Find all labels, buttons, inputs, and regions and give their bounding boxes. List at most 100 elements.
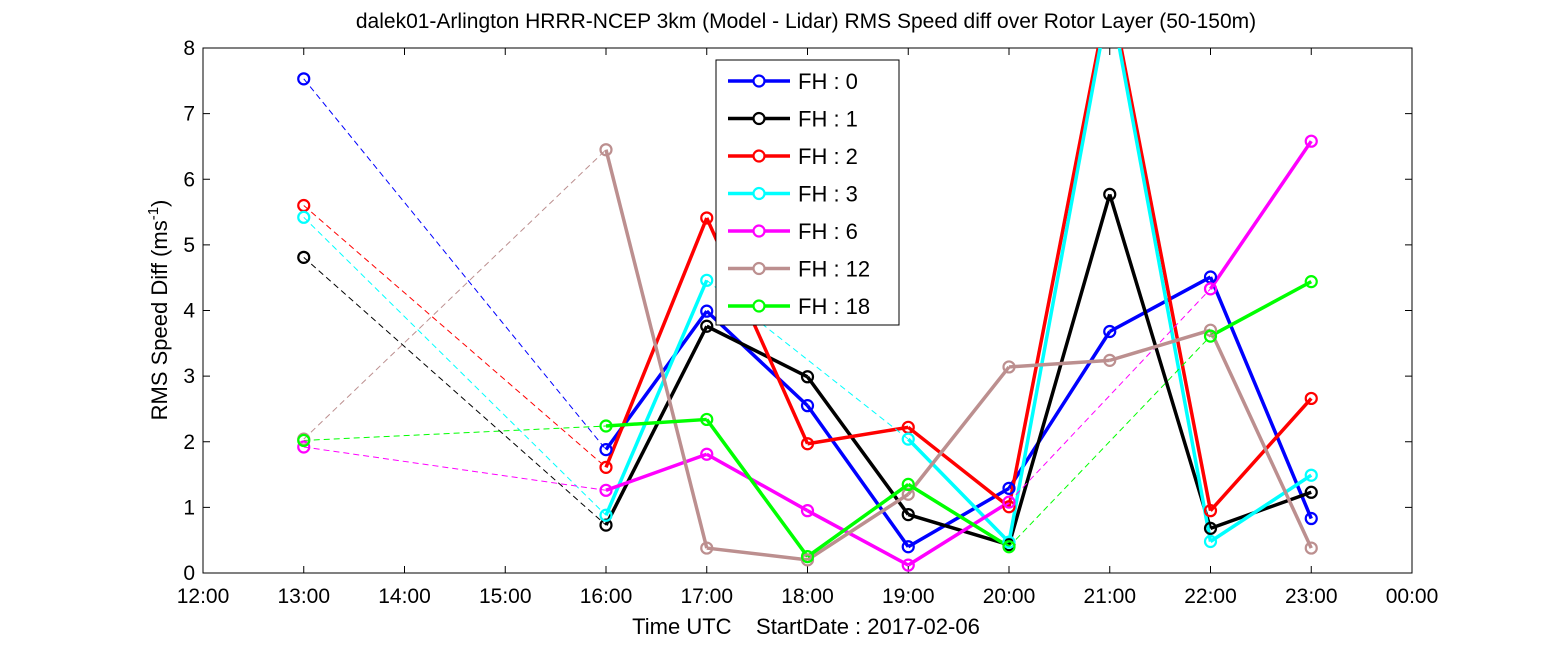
series-point	[297, 250, 311, 264]
series-point	[599, 518, 613, 532]
series-segment	[1008, 335, 1211, 548]
y-axis-label-tail: )	[147, 200, 172, 207]
series-point	[1304, 468, 1318, 482]
x-tick-label: 15:00	[479, 585, 532, 608]
series-segment	[604, 325, 709, 526]
legend-label: FH : 2	[798, 144, 858, 169]
y-tick-label: 2	[183, 431, 195, 454]
series-segment	[1109, 328, 1212, 363]
series-point	[599, 508, 613, 522]
series-segment	[1008, 358, 1110, 369]
series-segment	[1208, 329, 1313, 549]
series-segment	[907, 500, 1010, 567]
series-segment	[1108, 275, 1212, 334]
series-point	[700, 447, 714, 461]
series-segment	[1209, 140, 1313, 290]
series-point	[1304, 275, 1318, 289]
series-point	[1103, 324, 1117, 339]
legend-label: FH : 12	[798, 257, 870, 282]
series-point	[1304, 391, 1318, 406]
series-point	[700, 319, 714, 333]
series-segment	[604, 279, 709, 516]
legend-label: FH : 1	[798, 107, 858, 132]
series-segment	[604, 149, 709, 549]
series-segment	[806, 509, 910, 567]
series-point	[599, 143, 613, 157]
series-point	[599, 419, 613, 433]
x-tick-label: 13:00	[277, 585, 330, 608]
y-tick-label: 4	[183, 300, 195, 323]
legend-label: FH : 3	[798, 182, 858, 207]
series-segment	[303, 256, 607, 526]
series-point	[599, 443, 613, 457]
series-segment	[1119, 48, 1213, 511]
legend-marker	[752, 299, 766, 313]
series-point	[1002, 540, 1016, 554]
series-markers	[297, 0, 1318, 572]
series-segment	[806, 482, 910, 559]
series-point	[1104, 0, 1115, 1]
series-point	[800, 549, 815, 564]
x-tick-label: 19:00	[882, 585, 935, 608]
y-axis-ticks: 0 1 2 3 4 5 6 7 8	[183, 37, 1412, 585]
series-segment	[1007, 48, 1101, 508]
legend-marker	[752, 261, 766, 276]
legend-marker	[752, 149, 766, 163]
legend-marker	[752, 111, 766, 126]
series-segment	[906, 365, 1011, 496]
legend-marker	[752, 186, 766, 201]
series-point	[1203, 534, 1218, 549]
series-point	[1103, 353, 1117, 367]
series-point	[297, 440, 311, 454]
y-axis-label-sup: -1	[145, 207, 162, 220]
series-segment	[705, 309, 809, 407]
series-segment	[1209, 280, 1313, 338]
x-tick-label: 20:00	[983, 585, 1036, 608]
series-point	[1203, 282, 1218, 296]
y-tick-label: 1	[183, 496, 195, 519]
series-segment	[806, 404, 910, 548]
x-axis-ticks: 12:00 13:00 14:00 15:00 16:00 17:00 18:00 19:00…	[177, 48, 1439, 608]
legend: FH : 0 FH : 1 FH : 2 FH : 3 FH : 6 FH : 12 FH …	[715, 59, 900, 326]
y-tick-label: 3	[183, 365, 195, 388]
series-point	[901, 477, 915, 492]
series-segment	[605, 452, 708, 492]
series-segment	[303, 216, 607, 516]
series-segment	[807, 425, 909, 446]
series-segment	[705, 452, 809, 513]
series-point	[800, 370, 815, 384]
x-tick-label: 00:00	[1386, 585, 1439, 608]
legend-label: FH : 6	[798, 219, 858, 244]
x-tick-label: 21:00	[1083, 585, 1136, 608]
x-axis-label: Time UTC StartDate : 2017-02-06	[632, 614, 980, 639]
series-segment	[907, 512, 1010, 547]
series-point	[599, 460, 613, 474]
series-segment	[1108, 193, 1213, 529]
series-segment	[303, 446, 607, 491]
series-segment	[806, 492, 910, 562]
x-tick-label: 12:00	[177, 585, 230, 608]
x-tick-label: 14:00	[378, 585, 431, 608]
x-tick-label: 22:00	[1184, 585, 1237, 608]
series-segment	[1007, 48, 1102, 543]
series-segment	[605, 417, 707, 428]
series-segment	[706, 546, 808, 562]
series-point	[1002, 495, 1016, 509]
x-tick-label: 17:00	[680, 585, 733, 608]
series-point	[1203, 323, 1218, 337]
series-segment	[1008, 288, 1211, 503]
series-point	[700, 304, 714, 318]
series-segment	[705, 324, 809, 379]
series-point	[800, 437, 815, 451]
series-segment	[806, 375, 910, 516]
y-axis-label: RMS Speed Diff (ms-1)	[145, 200, 172, 421]
y-tick-label: 5	[183, 234, 195, 257]
series-lines	[303, 48, 1313, 567]
legend-label: FH : 18	[798, 294, 870, 319]
series-segment	[1209, 473, 1313, 543]
series-segment	[907, 425, 1011, 509]
series-point	[1304, 485, 1318, 499]
legend-marker	[752, 74, 766, 88]
series-point	[700, 412, 714, 427]
